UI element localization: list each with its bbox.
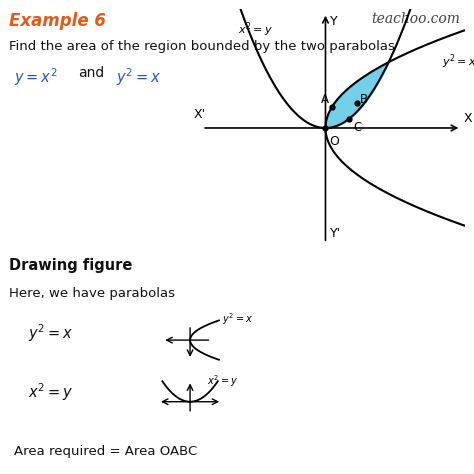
Text: $y = x^2$: $y = x^2$	[14, 66, 58, 88]
Text: $y^2 = x$: $y^2 = x$	[116, 66, 162, 88]
Text: $y^2 = x$: $y^2 = x$	[28, 322, 74, 344]
Text: $x^2 = y$: $x^2 = y$	[238, 20, 273, 39]
Text: B: B	[360, 92, 368, 106]
Text: Here, we have parabolas: Here, we have parabolas	[9, 287, 175, 300]
Text: $x^2=y$: $x^2=y$	[207, 373, 238, 389]
Text: A: A	[320, 92, 328, 106]
Text: Area required = Area OABC: Area required = Area OABC	[14, 445, 198, 457]
Text: Y: Y	[330, 15, 337, 28]
Text: Find the area of the region bounded by the two parabolas: Find the area of the region bounded by t…	[9, 40, 395, 53]
Text: C: C	[353, 121, 362, 135]
Text: X: X	[463, 112, 472, 125]
Text: and: and	[78, 66, 104, 81]
Text: $y^2 = x$: $y^2 = x$	[442, 53, 474, 72]
Text: Y': Y'	[330, 227, 341, 240]
Text: $y^2=x$: $y^2=x$	[222, 311, 253, 328]
Text: O: O	[329, 135, 339, 147]
Text: X': X'	[193, 109, 205, 121]
Text: $x^2 = y$: $x^2 = y$	[28, 382, 74, 403]
Text: Example 6: Example 6	[9, 12, 107, 30]
Text: Drawing figure: Drawing figure	[9, 258, 133, 273]
Text: teachoo.com: teachoo.com	[371, 12, 460, 26]
